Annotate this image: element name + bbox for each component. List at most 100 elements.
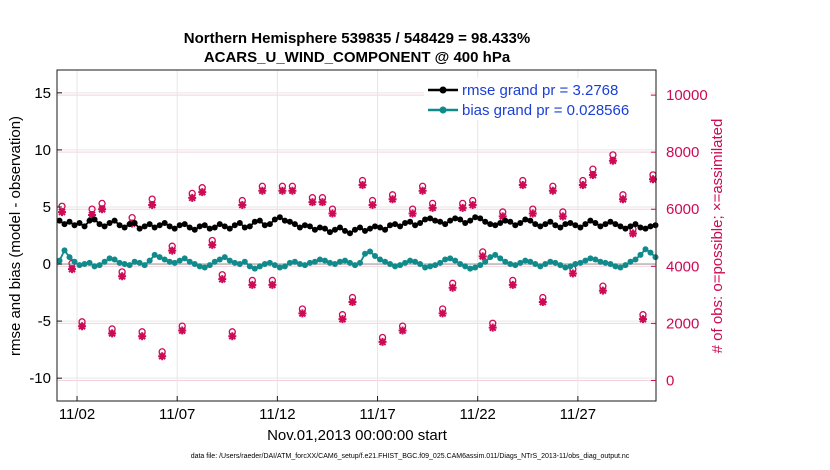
bias-point-65 (382, 258, 389, 265)
bias-point-109 (602, 259, 609, 266)
rmse-point-51 (311, 226, 318, 233)
obs-assimilated-point-29 (348, 297, 357, 306)
bias-point-15 (131, 258, 138, 265)
bias-point-94 (527, 258, 534, 265)
rmse-point-52 (316, 224, 323, 231)
bias-point-34 (226, 257, 233, 264)
bias-point-43 (271, 262, 278, 269)
rmse-point-63 (372, 223, 379, 230)
rmse-point-8 (96, 221, 103, 228)
rmse-point-12 (116, 222, 123, 229)
bias-point-1 (61, 247, 68, 254)
rmse-point-14 (126, 221, 133, 228)
obs-assimilated-point-30 (358, 180, 367, 189)
legend-bias-label: bias grand pr = 0.028566 (462, 102, 629, 119)
obs-assimilated-point-19 (248, 280, 257, 289)
bias-point-48 (296, 261, 303, 268)
rmse-point-69 (402, 219, 409, 226)
rmse-point-26 (186, 224, 193, 231)
y-tick-label-0: 15 (34, 85, 51, 102)
bias-point-91 (512, 262, 519, 269)
plot-frame (56, 69, 657, 402)
bias-point-46 (286, 259, 293, 266)
rmse-point-101 (562, 221, 569, 228)
rmse-point-53 (321, 225, 328, 232)
obs-assimilated-point-15 (208, 240, 217, 249)
bias-point-82 (467, 265, 474, 272)
bias-point-103 (572, 261, 579, 268)
rmse-point-103 (572, 222, 579, 229)
bias-point-42 (266, 259, 273, 266)
bias-point-39 (251, 265, 258, 272)
bias-point-26 (186, 258, 193, 265)
bias-point-86 (487, 254, 494, 261)
rmse-point-95 (532, 221, 539, 228)
rmse-point-13 (121, 224, 128, 231)
rmse-point-104 (577, 224, 584, 231)
y-right-tick-label-4: 2000 (666, 315, 699, 332)
obs-assimilated-point-52 (578, 180, 587, 189)
obs-assimilated-point-22 (278, 186, 287, 195)
rmse-point-34 (226, 225, 233, 232)
bias-point-102 (567, 263, 574, 270)
bias-point-3 (71, 258, 78, 265)
bias-point-32 (216, 256, 223, 263)
bias-point-78 (447, 255, 454, 262)
y-right-tick-label-0: 10000 (666, 87, 708, 104)
rmse-point-72 (417, 219, 424, 226)
rmse-point-22 (166, 223, 173, 230)
legend-rmse-label: rmse grand pr = 3.2768 (462, 82, 618, 99)
rmse-point-116 (637, 224, 644, 231)
obs-assimilated-point-0 (58, 208, 67, 217)
bias-point-88 (497, 255, 504, 262)
x-tick-label-4: 11/22 (459, 406, 495, 423)
rmse-bias-series (56, 214, 659, 272)
bias-point-20 (156, 254, 163, 261)
bias-point-118 (647, 249, 654, 256)
rmse-point-25 (181, 221, 188, 228)
obs-assimilated-point-35 (408, 209, 417, 218)
bias-point-19 (151, 251, 158, 258)
obs-assimilated-point-48 (538, 297, 547, 306)
bias-point-75 (432, 262, 439, 269)
y-axis-right-ticks: 10000 8000 6000 4000 2000 0 (651, 87, 708, 389)
bias-point-62 (367, 248, 374, 255)
y-tick-label-2: 5 (43, 199, 51, 216)
bias-point-6 (86, 259, 93, 266)
bias-point-9 (101, 258, 108, 265)
rmse-point-62 (367, 225, 374, 232)
obs-assimilated-point-4 (98, 205, 107, 214)
rmse-point-44 (276, 214, 283, 221)
rmse-point-75 (432, 217, 439, 224)
obs-assimilated-point-42 (478, 252, 487, 261)
obs-assimilated-point-38 (438, 309, 447, 318)
x-axis-label: Nov.01,2013 00:00:00 start (267, 427, 448, 444)
rmse-point-6 (86, 217, 93, 224)
y-right-tick-label-2: 6000 (666, 201, 699, 218)
obs-assimilated-point-39 (448, 283, 457, 292)
bias-point-44 (276, 264, 283, 271)
obs-assimilated-point-34 (398, 326, 407, 335)
obs-assimilated-point-14 (198, 188, 207, 197)
bias-point-96 (537, 263, 544, 270)
obs-assimilated-point-9 (148, 200, 157, 209)
bias-point-10 (106, 255, 113, 262)
bias-point-31 (211, 258, 218, 265)
bias-point-105 (582, 257, 589, 264)
bias-point-90 (507, 261, 514, 268)
obs-assimilated-point-5 (108, 329, 117, 338)
rmse-point-20 (156, 222, 163, 229)
bias-point-115 (632, 256, 639, 263)
rmse-point-65 (382, 226, 389, 233)
obs-count-series (58, 151, 657, 361)
rmse-point-31 (211, 224, 218, 231)
rmse-point-48 (296, 224, 303, 231)
bias-point-27 (191, 261, 198, 268)
rmse-point-47 (291, 221, 298, 228)
obs-assimilated-point-28 (338, 315, 347, 324)
bias-point-68 (397, 262, 404, 269)
obs-assimilated-point-53 (588, 171, 597, 180)
obs-assimilated-point-50 (558, 212, 567, 221)
rmse-point-35 (231, 222, 238, 229)
obs-assimilated-point-25 (308, 198, 317, 207)
